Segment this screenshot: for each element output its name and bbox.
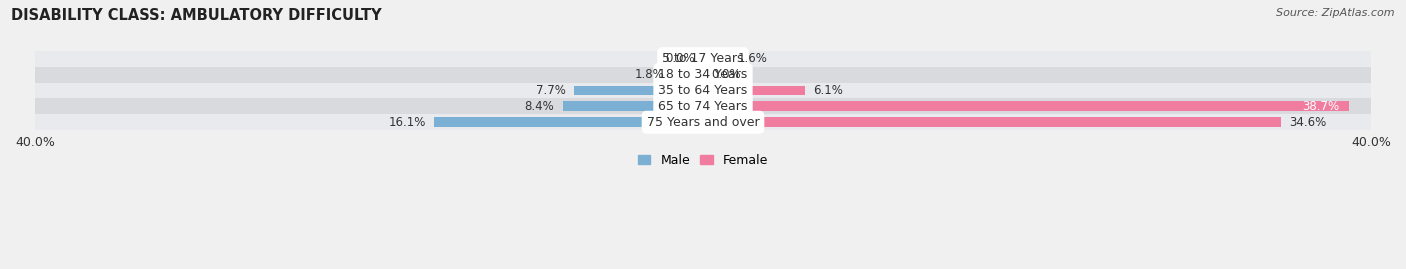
Bar [703,117,1281,127]
Text: 18 to 34 Years: 18 to 34 Years [658,68,748,81]
Text: 16.1%: 16.1% [388,116,426,129]
Bar [35,83,1371,98]
Bar [562,101,703,111]
Legend: Male, Female: Male, Female [638,154,768,167]
Text: 75 Years and over: 75 Years and over [647,116,759,129]
Bar [434,117,703,127]
Text: 6.1%: 6.1% [813,84,844,97]
Text: DISABILITY CLASS: AMBULATORY DIFFICULTY: DISABILITY CLASS: AMBULATORY DIFFICULTY [11,8,382,23]
Text: 7.7%: 7.7% [536,84,567,97]
Text: 5 to 17 Years: 5 to 17 Years [662,52,744,65]
Bar [35,51,1371,67]
Bar [35,114,1371,130]
Bar [703,54,730,64]
Bar [575,86,703,95]
Text: 0.0%: 0.0% [665,52,695,65]
Text: 0.0%: 0.0% [711,68,741,81]
Bar [703,86,804,95]
Text: Source: ZipAtlas.com: Source: ZipAtlas.com [1277,8,1395,18]
Bar [35,67,1371,83]
Bar [703,101,1350,111]
Bar [35,98,1371,114]
Text: 8.4%: 8.4% [524,100,554,113]
Bar [673,70,703,80]
Text: 35 to 64 Years: 35 to 64 Years [658,84,748,97]
Text: 1.6%: 1.6% [738,52,768,65]
Text: 34.6%: 34.6% [1289,116,1326,129]
Text: 38.7%: 38.7% [1302,100,1340,113]
Text: 65 to 74 Years: 65 to 74 Years [658,100,748,113]
Text: 1.8%: 1.8% [636,68,665,81]
